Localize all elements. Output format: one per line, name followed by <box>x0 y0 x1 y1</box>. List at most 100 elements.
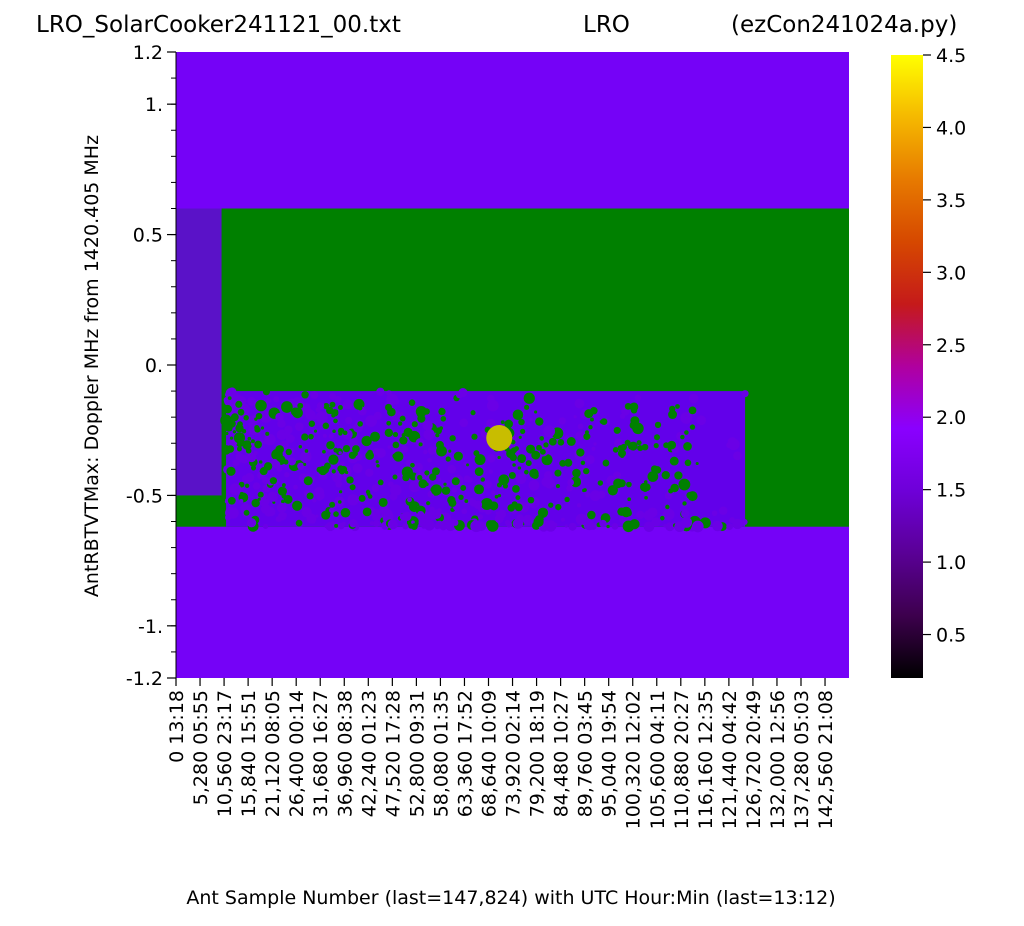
x-tick-label: 36,960 08:38 <box>334 690 356 817</box>
title-filename: LRO_SolarCooker241121_00.txt <box>36 12 401 38</box>
x-tick-label: 110,880 20:27 <box>671 690 693 829</box>
x-tick-time: 10:09 <box>478 690 500 745</box>
x-tick-time: 21:08 <box>815 690 837 745</box>
x-tick-sample: 79,200 <box>527 745 549 818</box>
x-tick-sample: 84,480 <box>551 745 573 818</box>
x-tick-time: 04:11 <box>647 690 669 745</box>
x-tick-label: 10,560 23:17 <box>214 690 236 817</box>
x-tick-label: 21,120 08:05 <box>262 690 284 817</box>
marker-dot <box>486 425 513 452</box>
x-tick-label: 68,640 10:09 <box>478 690 500 817</box>
x-tick-time: 05:55 <box>190 690 212 745</box>
x-tick-sample: 5,280 <box>190 745 212 805</box>
colorbar-tick-label: 4.0 <box>936 117 966 139</box>
x-tick-label: 105,600 04:11 <box>647 690 669 829</box>
y-tick-label: -1.2 <box>126 668 163 690</box>
y-tick-label: -0.5 <box>126 485 163 507</box>
x-tick-sample: 116,160 <box>695 745 717 830</box>
x-tick-label: 31,680 16:27 <box>310 690 332 817</box>
x-tick-sample: 68,640 <box>478 745 500 818</box>
y-tick-label: 0.5 <box>133 225 163 247</box>
x-tick-label: 100,320 12:02 <box>623 690 645 829</box>
x-tick-label: 15,840 15:51 <box>238 690 260 817</box>
x-tick-sample: 31,680 <box>310 745 332 818</box>
x-axis-label: Ant Sample Number (last=147,824) with UT… <box>186 887 835 909</box>
colorbar-tick-label: 1.0 <box>936 552 966 574</box>
y-axis-label: AntRBTVTMax: Doppler MHz from 1420.405 M… <box>81 135 103 597</box>
title-site: LRO <box>583 12 630 38</box>
x-tick-label: 26,400 00:14 <box>286 690 308 817</box>
x-tick-sample: 105,600 <box>647 745 669 830</box>
x-tick-label: 58,080 01:35 <box>430 690 452 817</box>
x-tick-time: 01:23 <box>358 690 380 745</box>
x-tick-sample: 10,560 <box>214 745 236 818</box>
title-script: (ezCon241024a.py) <box>731 12 958 38</box>
y-tick-label: 0. <box>145 355 163 377</box>
y-tick-label: 1. <box>145 94 163 116</box>
x-tick-sample: 142,560 <box>815 745 837 830</box>
x-tick-sample: 0 <box>166 745 188 763</box>
x-tick-label: 126,720 20:49 <box>743 690 765 829</box>
colorbar-ticks: 0.5 1.0 1.5 2.0 2.5 3.0 3.5 4.0 4.5 <box>923 45 966 647</box>
x-tick-sample: 100,320 <box>623 745 645 830</box>
x-tick-sample: 47,520 <box>382 745 404 818</box>
x-tick-time: 17:28 <box>382 690 404 745</box>
x-tick-label: 73,920 02:14 <box>503 690 525 817</box>
x-tick-label: 89,760 03:45 <box>575 690 597 817</box>
x-tick-time: 12:35 <box>695 690 717 745</box>
x-tick-time: 15:51 <box>238 690 260 745</box>
y-tick-label: -1. <box>138 616 163 638</box>
x-tick-sample: 95,040 <box>599 745 621 818</box>
x-tick-label: 47,520 17:28 <box>382 690 404 817</box>
x-tick-time: 12:02 <box>623 690 645 745</box>
x-tick-time: 09:31 <box>406 690 428 745</box>
x-tick-time: 20:49 <box>743 690 765 745</box>
colorbar-tick-label: 3.0 <box>936 262 966 284</box>
x-tick-sample: 63,360 <box>454 745 476 818</box>
x-tick-time: 01:35 <box>430 690 452 745</box>
x-tick-label: 132,000 12:56 <box>767 690 789 829</box>
x-tick-sample: 73,920 <box>503 745 525 818</box>
x-tick-time: 16:27 <box>310 690 332 745</box>
x-tick-label: 142,560 21:08 <box>815 690 837 829</box>
x-tick-time: 23:17 <box>214 690 236 745</box>
x-tick-label: 5,280 05:55 <box>190 690 212 805</box>
colorbar-tick-label: 4.5 <box>936 45 966 67</box>
x-tick-sample: 126,720 <box>743 745 765 830</box>
x-tick-time: 04:42 <box>719 690 741 745</box>
x-tick-time: 00:14 <box>286 690 308 745</box>
colorbar-tick-label: 3.5 <box>936 190 966 212</box>
x-tick-sample: 26,400 <box>286 745 308 818</box>
x-tick-time: 05:03 <box>791 690 813 745</box>
x-tick-time: 17:52 <box>454 690 476 745</box>
x-tick-label: 0 13:18 <box>166 690 188 763</box>
x-tick-sample: 110,880 <box>671 745 693 830</box>
colorbar-tick-label: 2.0 <box>936 407 966 429</box>
x-tick-time: 10:27 <box>551 690 573 745</box>
x-tick-label: 121,440 04:42 <box>719 690 741 829</box>
region-early-spectra <box>176 208 222 496</box>
colorbar-tick-label: 2.5 <box>936 335 966 357</box>
x-tick-time: 08:05 <box>262 690 284 745</box>
x-tick-sample: 21,120 <box>262 745 284 818</box>
x-tick-time: 12:56 <box>767 690 789 745</box>
x-tick-label: 42,240 01:23 <box>358 690 380 817</box>
colorbar-tick-label: 0.5 <box>936 625 966 647</box>
x-tick-sample: 121,440 <box>719 745 741 830</box>
x-tick-time: 19:54 <box>599 690 621 745</box>
x-tick-sample: 42,240 <box>358 745 380 818</box>
noise-texture <box>220 387 749 533</box>
x-tick-time: 20:27 <box>671 690 693 745</box>
x-tick-label: 63,360 17:52 <box>454 690 476 817</box>
x-tick-sample: 132,000 <box>767 745 789 830</box>
x-tick-sample: 58,080 <box>430 745 452 818</box>
x-tick-label: 52,800 09:31 <box>406 690 428 817</box>
x-tick-label: 84,480 10:27 <box>551 690 573 817</box>
x-tick-time: 02:14 <box>503 690 525 745</box>
x-tick-sample: 15,840 <box>238 745 260 818</box>
x-tick-time: 08:38 <box>334 690 356 745</box>
x-tick-time: 13:18 <box>166 690 188 745</box>
y-tick-label: 1.2 <box>133 42 163 64</box>
